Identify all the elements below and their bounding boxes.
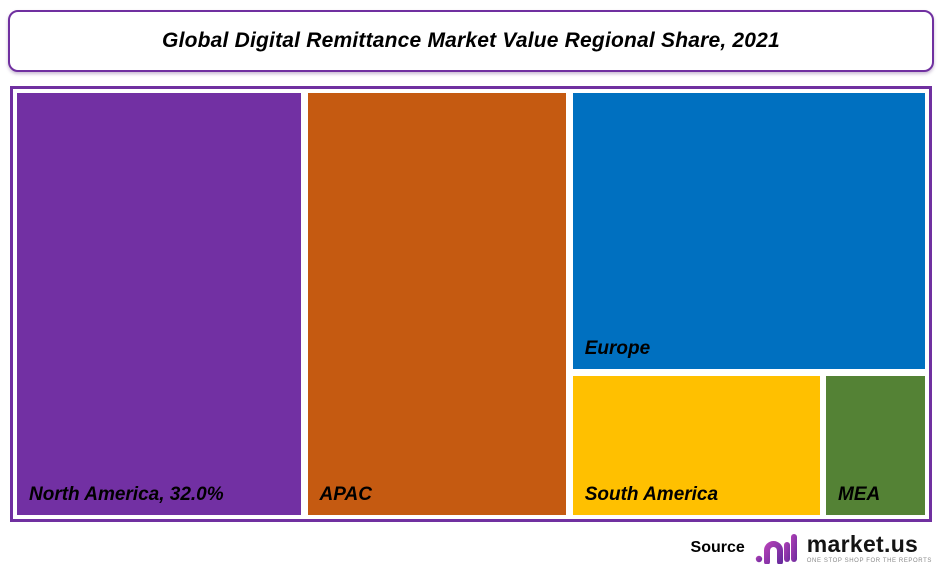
treemap-cell-apac: APAC <box>307 93 567 515</box>
marketus-logo-icon <box>755 534 797 564</box>
treemap-cell-label-south-america: South America <box>584 483 719 505</box>
treemap-cell-europe: Europe <box>572 93 925 370</box>
chart-title: Global Digital Remittance Market Value R… <box>162 29 780 52</box>
treemap-cell-south-america: South America <box>572 376 820 515</box>
marketus-brand-block: market.us ONE STOP SHOP FOR THE REPORTS <box>806 530 932 564</box>
treemap-cell-label-europe: Europe <box>584 338 651 360</box>
chart-title-box: Global Digital Remittance Market Value R… <box>8 10 934 72</box>
treemap-cell-mea: MEA <box>826 376 925 515</box>
treemap-frame: North America, 32.0% APAC Europe South Amer… <box>10 86 932 522</box>
marketus-tagline: ONE STOP SHOP FOR THE REPORTS <box>806 557 932 564</box>
source-label: Source <box>690 539 745 556</box>
treemap-cell-north-america: North America, 32.0% <box>17 93 302 515</box>
treemap: North America, 32.0% APAC Europe South Amer… <box>17 93 925 515</box>
treemap-cell-label-north-america: North America, 32.0% <box>29 484 224 505</box>
treemap-cell-label-mea: MEA <box>838 483 881 505</box>
footer: Source market.us ONE STOP SHOP FOR THE R… <box>691 528 932 568</box>
treemap-cell-label-apac: APAC <box>319 484 372 505</box>
marketus-brand-text: market.us <box>806 530 919 557</box>
